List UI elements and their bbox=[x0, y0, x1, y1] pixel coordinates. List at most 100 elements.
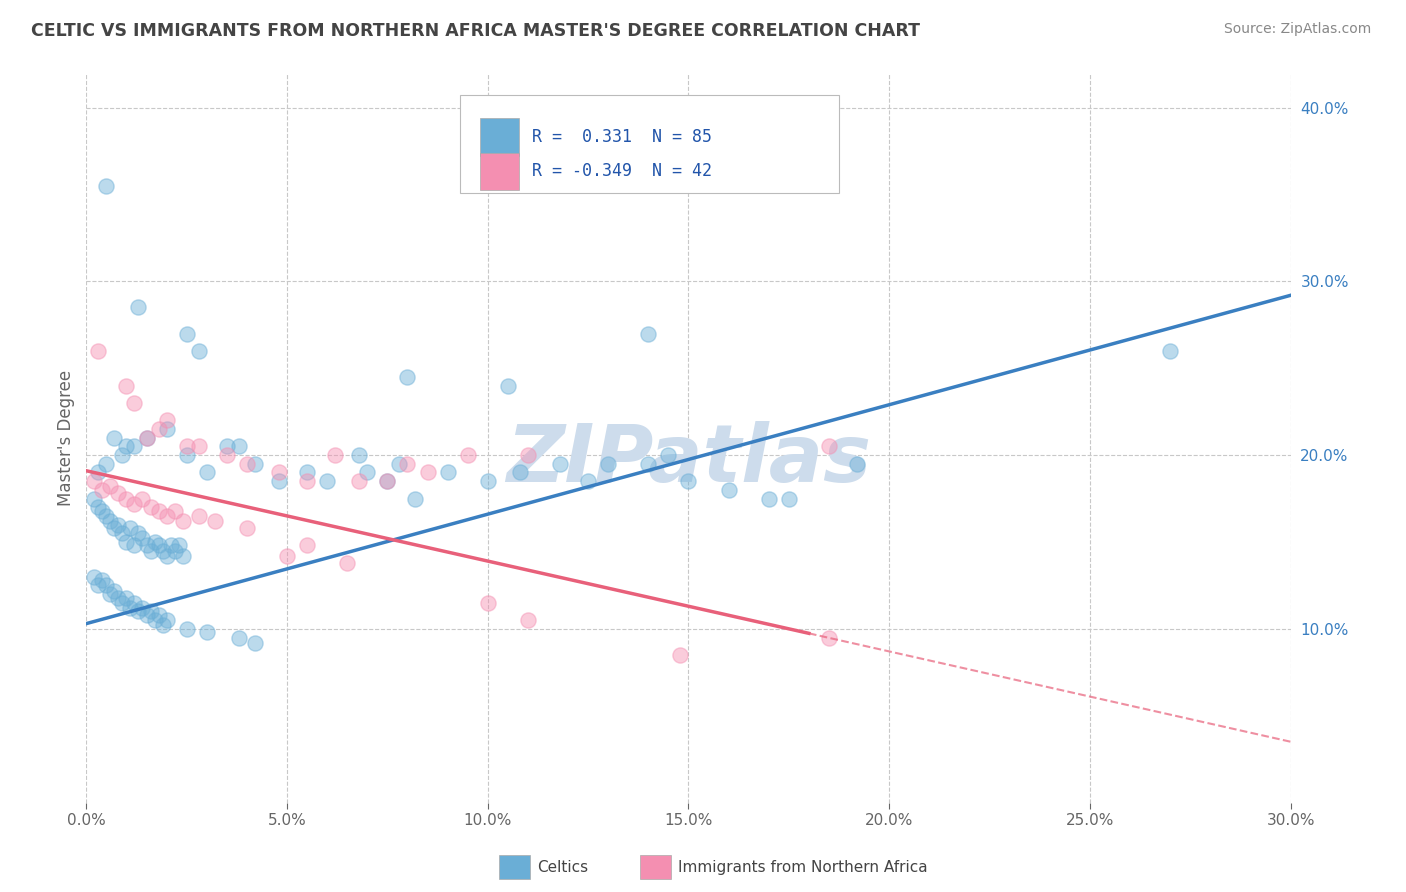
Point bbox=[159, 538, 181, 552]
Text: Celtics: Celtics bbox=[537, 860, 588, 874]
Point bbox=[388, 457, 411, 471]
Point bbox=[516, 613, 538, 627]
Point bbox=[243, 636, 266, 650]
Point bbox=[416, 466, 439, 480]
Bar bbox=[479, 153, 519, 190]
Point bbox=[243, 457, 266, 471]
Text: R = -0.349  N = 42: R = -0.349 N = 42 bbox=[531, 162, 711, 180]
Point bbox=[115, 591, 138, 605]
Point bbox=[111, 526, 134, 541]
Point bbox=[155, 549, 177, 563]
Point bbox=[124, 538, 146, 552]
Point bbox=[148, 607, 170, 622]
Point bbox=[148, 422, 170, 436]
Point bbox=[176, 622, 198, 636]
Point bbox=[187, 343, 209, 358]
Point bbox=[276, 549, 298, 563]
Point bbox=[295, 466, 318, 480]
Point bbox=[96, 178, 118, 193]
Point bbox=[678, 474, 700, 488]
Point bbox=[778, 491, 800, 506]
Point bbox=[267, 466, 290, 480]
Point bbox=[152, 543, 174, 558]
Point bbox=[103, 583, 125, 598]
Point bbox=[215, 439, 238, 453]
Point bbox=[139, 604, 162, 618]
Point bbox=[131, 491, 153, 506]
Point bbox=[377, 474, 399, 488]
Point bbox=[167, 538, 190, 552]
Point bbox=[436, 466, 458, 480]
Point bbox=[115, 491, 138, 506]
Point bbox=[111, 596, 134, 610]
Point bbox=[477, 596, 499, 610]
Point bbox=[172, 514, 194, 528]
Point bbox=[228, 631, 250, 645]
Point bbox=[91, 573, 114, 587]
Text: CELTIC VS IMMIGRANTS FROM NORTHERN AFRICA MASTER'S DEGREE CORRELATION CHART: CELTIC VS IMMIGRANTS FROM NORTHERN AFRIC… bbox=[31, 22, 920, 40]
Point bbox=[100, 587, 122, 601]
Point bbox=[1159, 343, 1181, 358]
Point bbox=[323, 448, 346, 462]
Point bbox=[267, 474, 290, 488]
Point bbox=[87, 466, 110, 480]
Point bbox=[187, 439, 209, 453]
Text: ZIPatlas: ZIPatlas bbox=[506, 421, 870, 499]
Point bbox=[195, 625, 218, 640]
Point bbox=[124, 439, 146, 453]
Point bbox=[148, 504, 170, 518]
Point bbox=[215, 448, 238, 462]
Point bbox=[155, 422, 177, 436]
Point bbox=[148, 538, 170, 552]
Point bbox=[107, 517, 129, 532]
Point bbox=[377, 474, 399, 488]
Point bbox=[457, 448, 479, 462]
Point bbox=[127, 301, 149, 315]
Point bbox=[516, 448, 538, 462]
Bar bbox=[479, 118, 519, 156]
Point bbox=[135, 607, 157, 622]
Point bbox=[477, 474, 499, 488]
Point bbox=[131, 601, 153, 615]
Point bbox=[176, 439, 198, 453]
Point bbox=[496, 378, 519, 392]
Point bbox=[96, 508, 118, 523]
Point bbox=[111, 448, 134, 462]
Point bbox=[846, 457, 869, 471]
Point bbox=[356, 466, 378, 480]
Point bbox=[295, 474, 318, 488]
Point bbox=[548, 457, 571, 471]
Text: R =  0.331  N = 85: R = 0.331 N = 85 bbox=[531, 128, 711, 145]
Point bbox=[87, 578, 110, 592]
Point bbox=[115, 378, 138, 392]
Point bbox=[100, 479, 122, 493]
Y-axis label: Master's Degree: Master's Degree bbox=[58, 369, 75, 506]
Text: Source: ZipAtlas.com: Source: ZipAtlas.com bbox=[1223, 22, 1371, 37]
Point bbox=[187, 508, 209, 523]
Point bbox=[87, 343, 110, 358]
Point bbox=[818, 631, 841, 645]
Point bbox=[107, 591, 129, 605]
Point bbox=[669, 648, 692, 662]
Point bbox=[336, 556, 359, 570]
Point bbox=[87, 500, 110, 515]
Point bbox=[163, 504, 186, 518]
Point bbox=[96, 457, 118, 471]
Point bbox=[124, 396, 146, 410]
Text: Immigrants from Northern Africa: Immigrants from Northern Africa bbox=[678, 860, 928, 874]
Point bbox=[139, 500, 162, 515]
Point bbox=[576, 474, 599, 488]
Point bbox=[120, 601, 142, 615]
Point bbox=[152, 618, 174, 632]
Point bbox=[717, 483, 740, 497]
Point bbox=[818, 439, 841, 453]
Point bbox=[637, 326, 659, 341]
Point bbox=[349, 474, 371, 488]
Point bbox=[228, 439, 250, 453]
Point bbox=[103, 521, 125, 535]
Point bbox=[758, 491, 780, 506]
Point bbox=[124, 596, 146, 610]
Point bbox=[115, 439, 138, 453]
Point bbox=[83, 474, 105, 488]
Point bbox=[107, 486, 129, 500]
